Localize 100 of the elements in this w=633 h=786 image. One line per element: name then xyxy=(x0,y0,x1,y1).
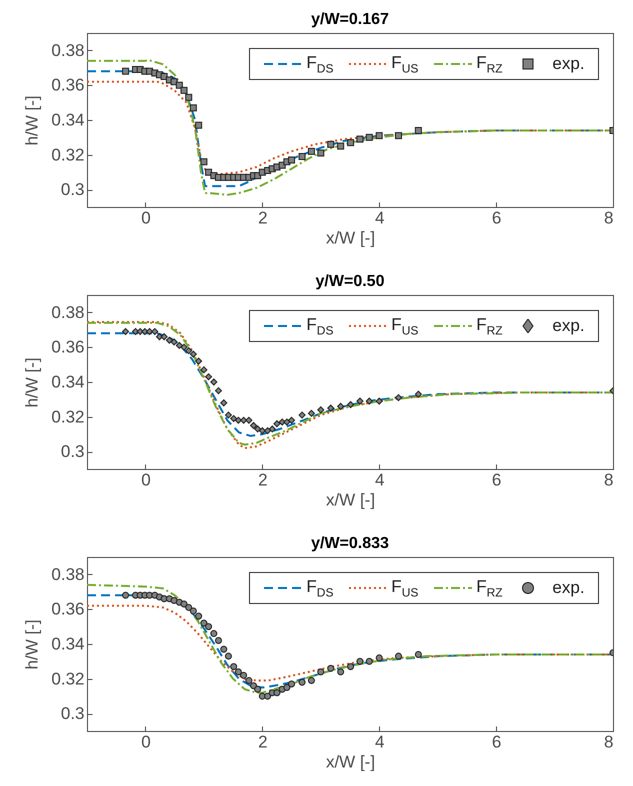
y-tick-label: 0.32 xyxy=(51,145,84,164)
legend-label: F$_{DS}$ xyxy=(306,314,334,338)
legend-label: exp. xyxy=(552,54,585,74)
x-axis-title: x/W [-] xyxy=(326,752,376,772)
y-tick-label: 0.38 xyxy=(51,40,84,60)
point xyxy=(195,358,202,365)
point xyxy=(395,652,402,660)
point xyxy=(327,664,334,672)
point xyxy=(268,425,276,432)
legend-label: F$_{US}$ xyxy=(391,52,418,76)
point xyxy=(288,680,296,688)
y-tick-label: 0.36 xyxy=(51,338,84,357)
y-axis-title: h/W [-] xyxy=(22,357,42,408)
point xyxy=(185,347,192,354)
y-tick-label: 0.38 xyxy=(51,302,84,322)
point xyxy=(146,328,154,336)
x-tick-label: 4 xyxy=(374,470,384,490)
point xyxy=(240,672,248,679)
x-tick-label: 8 xyxy=(604,208,614,228)
point xyxy=(264,692,272,700)
legend-label: F$_{RZ}$ xyxy=(476,314,503,338)
point xyxy=(356,398,364,405)
point xyxy=(122,328,130,336)
x-tick-label: 4 xyxy=(374,208,384,228)
y-tick-label: 0.32 xyxy=(51,407,84,426)
point xyxy=(327,404,334,412)
point xyxy=(205,168,212,176)
point xyxy=(264,427,272,434)
x-tick-label: 2 xyxy=(258,732,268,752)
y-tick-label: 0.34 xyxy=(51,110,84,130)
point xyxy=(308,677,315,684)
point xyxy=(166,336,173,344)
point xyxy=(273,420,280,428)
point xyxy=(347,663,354,670)
point xyxy=(273,689,280,696)
y-tick-label: 0.34 xyxy=(51,634,84,654)
point xyxy=(210,630,218,638)
y-axis-title: h/W [-] xyxy=(22,95,42,146)
point xyxy=(160,333,168,340)
point xyxy=(215,637,222,644)
point xyxy=(366,398,373,405)
x-tick-label: 6 xyxy=(492,208,502,228)
point xyxy=(245,416,252,424)
point xyxy=(337,142,344,150)
legend-label: F$_{DS}$ xyxy=(306,52,334,76)
chart-title: y/W=0.50 xyxy=(316,273,385,290)
point xyxy=(283,684,290,691)
point xyxy=(327,140,334,148)
point xyxy=(176,342,183,349)
point xyxy=(258,427,266,434)
point xyxy=(151,328,158,336)
x-tick-label: 2 xyxy=(258,208,268,228)
point xyxy=(195,612,202,620)
point xyxy=(337,402,344,410)
x-axis-title: x/W [-] xyxy=(326,490,376,510)
point xyxy=(180,86,188,94)
point xyxy=(200,620,208,627)
x-tick-label: 0 xyxy=(141,208,151,228)
point xyxy=(200,158,208,166)
point xyxy=(185,604,192,611)
point xyxy=(200,366,208,374)
x-tick-label: 8 xyxy=(604,470,614,490)
point xyxy=(254,686,262,693)
point xyxy=(337,668,344,676)
point xyxy=(283,418,290,426)
point xyxy=(220,646,228,653)
point xyxy=(298,678,306,686)
legend-label: exp. xyxy=(552,578,585,598)
x-tick-label: 6 xyxy=(492,470,502,490)
legend-label: F$_{DS}$ xyxy=(306,576,334,600)
point xyxy=(170,338,178,346)
x-axis-title: x/W [-] xyxy=(326,228,376,248)
legend-label: F$_{US}$ xyxy=(391,314,418,338)
point xyxy=(195,122,202,129)
point xyxy=(220,399,228,406)
legend-label: F$_{RZ}$ xyxy=(476,52,503,76)
point xyxy=(185,94,192,101)
point xyxy=(414,390,422,398)
point xyxy=(180,344,188,351)
point xyxy=(234,416,242,424)
point xyxy=(347,401,354,408)
point xyxy=(308,148,315,155)
point xyxy=(190,350,197,358)
point xyxy=(366,658,373,665)
point xyxy=(205,623,212,630)
point xyxy=(215,387,222,394)
x-tick-label: 8 xyxy=(604,732,614,752)
point xyxy=(210,378,218,386)
legend-label: F$_{RZ}$ xyxy=(476,576,503,600)
point xyxy=(317,150,324,157)
point xyxy=(347,139,354,146)
point xyxy=(122,68,130,75)
point xyxy=(205,373,212,380)
point xyxy=(298,412,306,419)
point xyxy=(376,398,383,405)
point xyxy=(180,600,188,608)
point xyxy=(254,425,262,432)
chart-title: y/W=0.833 xyxy=(311,535,390,552)
x-tick-label: 6 xyxy=(492,732,502,752)
point xyxy=(395,132,402,140)
